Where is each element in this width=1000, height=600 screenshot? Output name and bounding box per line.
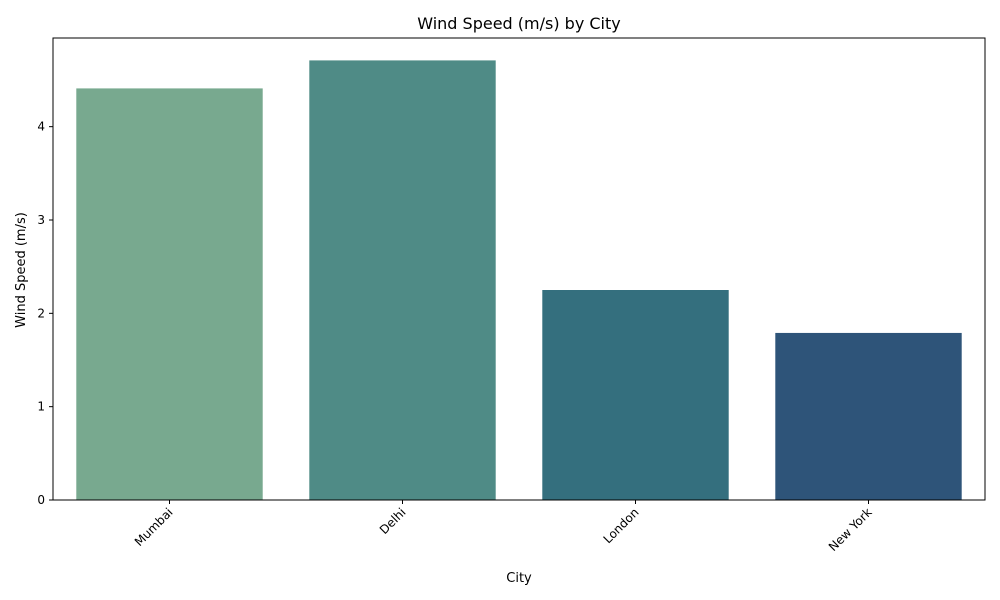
x-axis-label: City	[506, 571, 532, 586]
y-tick-label: 1	[37, 400, 45, 414]
bar-new-york	[775, 332, 962, 500]
y-tick-label: 0	[37, 493, 45, 507]
y-axis-ticks: 0 1 2 3 4	[37, 120, 53, 507]
axes-frame	[52, 37, 986, 501]
x-tick-label: Delhi	[377, 505, 409, 537]
x-tick-label: Mumbai	[132, 505, 176, 549]
bar-mumbai	[76, 88, 263, 501]
bar-delhi	[309, 60, 496, 501]
y-axis-label: Wind Speed (m/s)	[14, 212, 29, 328]
y-tick-label: 3	[37, 213, 45, 227]
y-tick-label: 2	[37, 306, 45, 320]
plot-frame	[52, 37, 986, 501]
y-tick-label: 4	[37, 120, 45, 134]
bars-group	[76, 60, 962, 501]
x-tick-label: New York	[826, 505, 875, 554]
x-axis-ticks: Mumbai Delhi London New York	[132, 500, 875, 554]
chart-title: Wind Speed (m/s) by City	[417, 14, 621, 33]
x-tick-label: London	[601, 505, 642, 546]
bar-london	[542, 290, 729, 500]
